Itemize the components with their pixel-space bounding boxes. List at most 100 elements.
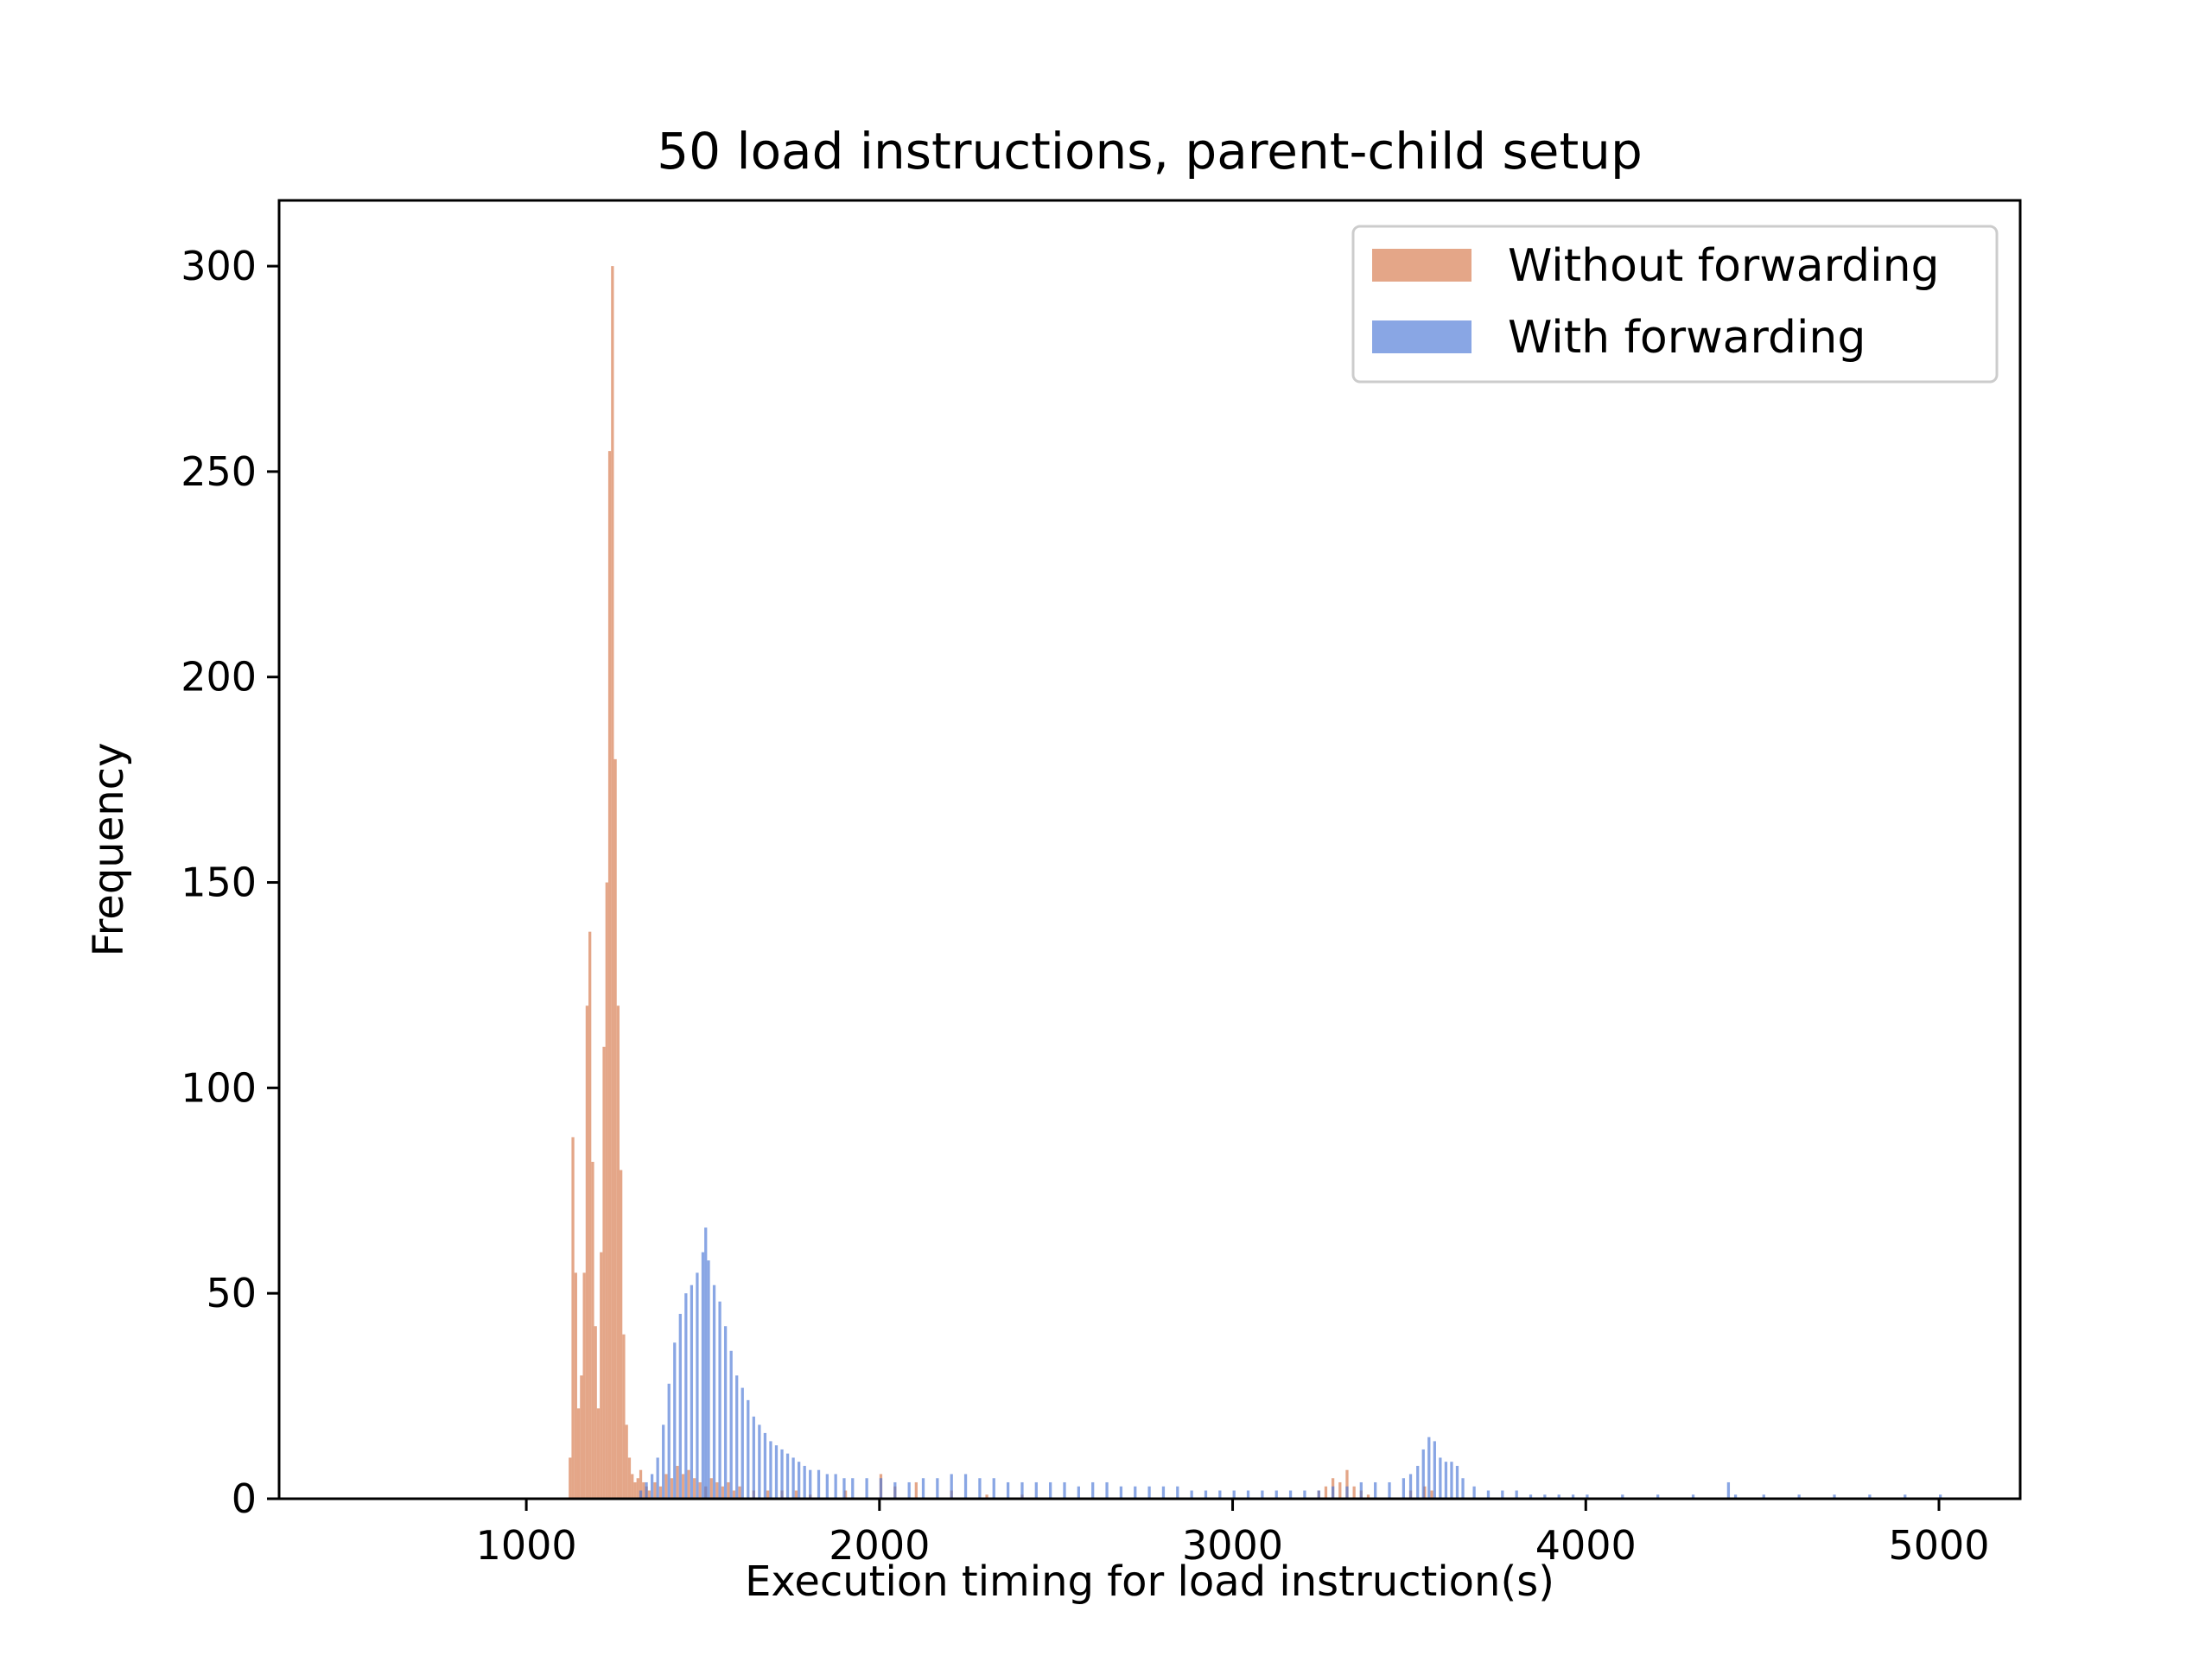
histogram-bar	[1190, 1490, 1193, 1499]
histogram-bar	[1444, 1462, 1448, 1499]
histogram-bar	[1006, 1481, 1010, 1499]
histogram-bar	[1105, 1481, 1109, 1499]
histogram-bar	[785, 1453, 790, 1499]
histogram-bar	[1455, 1465, 1459, 1499]
histogram-bar	[715, 1481, 719, 1499]
histogram-bar	[1176, 1486, 1179, 1499]
x-tick-label: 5000	[1888, 1522, 1989, 1569]
histogram-bar	[1303, 1490, 1306, 1499]
histogram-bar	[936, 1478, 939, 1499]
histogram-bar	[763, 1432, 767, 1499]
histogram-bar	[653, 1481, 657, 1499]
histogram-bar	[1119, 1486, 1123, 1499]
histogram-bar	[921, 1478, 925, 1499]
histogram-bar	[721, 1486, 724, 1499]
histogram-bar	[639, 1469, 643, 1499]
legend-swatch-with-forwarding	[1372, 320, 1471, 353]
histogram-bar	[747, 1399, 750, 1499]
series-without-forwarding	[569, 266, 1433, 1500]
histogram-bar	[1034, 1481, 1038, 1499]
histogram-bar	[1402, 1478, 1406, 1499]
legend: Without forwarding With forwarding	[1351, 225, 1999, 384]
histogram-bar	[676, 1465, 679, 1499]
histogram-bar	[1486, 1490, 1491, 1499]
plot-frame	[277, 199, 2022, 1500]
histogram-bar	[1218, 1490, 1222, 1499]
histogram-bar	[758, 1424, 761, 1499]
histogram-bar	[1557, 1494, 1560, 1499]
histogram-bar	[1366, 1494, 1370, 1499]
histogram-bar	[1427, 1437, 1431, 1499]
histogram-bar	[735, 1375, 739, 1499]
y-tick-label: 0	[232, 1475, 257, 1522]
histogram-bar	[696, 1272, 699, 1499]
histogram-bar	[576, 1408, 581, 1499]
histogram-bar	[1345, 1486, 1349, 1499]
histogram-bar	[678, 1313, 682, 1499]
histogram-bar	[690, 1285, 694, 1499]
histogram-bar	[1868, 1494, 1872, 1499]
legend-label-without-forwarding: Without forwarding	[1508, 240, 1940, 292]
histogram-bar	[1833, 1494, 1836, 1499]
histogram-bar	[667, 1383, 671, 1499]
histogram-bar	[605, 882, 608, 1499]
histogram-bar	[709, 1478, 713, 1499]
histogram-bar	[684, 1293, 688, 1499]
histogram-bar	[650, 1474, 654, 1499]
y-tick-label: 100	[181, 1064, 257, 1111]
histogram-bar	[600, 1252, 603, 1499]
histogram-bar	[627, 1457, 632, 1499]
histogram-bar	[893, 1481, 897, 1499]
histogram-bar	[1416, 1465, 1420, 1499]
histogram-bar	[1439, 1457, 1442, 1499]
histogram-bar	[639, 1490, 643, 1499]
histogram-bar	[591, 1161, 594, 1499]
histogram-bar	[723, 1326, 728, 1499]
histogram-bar	[1543, 1494, 1547, 1499]
x-tick-label: 2000	[829, 1522, 930, 1569]
histogram-bar	[1161, 1486, 1166, 1499]
histogram-bar	[978, 1478, 982, 1499]
histogram-bar	[662, 1424, 665, 1499]
histogram-bar	[1359, 1481, 1363, 1499]
histogram-bar	[842, 1478, 846, 1499]
histogram-bar	[803, 1465, 806, 1499]
histogram-bar	[645, 1481, 648, 1499]
x-tick-label: 3000	[1182, 1522, 1283, 1569]
histogram-bar	[1423, 1486, 1427, 1499]
histogram-bar	[571, 1137, 575, 1499]
plot-area	[569, 266, 1942, 1500]
histogram-bar	[1904, 1494, 1907, 1499]
histogram-bar	[780, 1449, 784, 1499]
histogram-bar	[843, 1490, 848, 1499]
histogram-bar	[1408, 1474, 1413, 1499]
histogram-bar	[1621, 1494, 1624, 1499]
histogram-bar	[1147, 1486, 1151, 1499]
histogram-bar	[631, 1474, 634, 1499]
histogram-bar	[1324, 1486, 1328, 1499]
histogram-bar	[574, 1272, 577, 1499]
histogram-bar	[798, 1462, 801, 1499]
histogram-bar	[1246, 1490, 1250, 1499]
histogram-bar	[1529, 1494, 1533, 1499]
histogram-bar	[817, 1469, 821, 1499]
histogram-bar	[1461, 1478, 1465, 1499]
histogram-bar	[1656, 1494, 1660, 1499]
histogram-bar	[752, 1416, 755, 1499]
histogram-bar	[588, 931, 592, 1499]
histogram-bar	[1288, 1490, 1293, 1499]
histogram-bar	[766, 1490, 770, 1499]
histogram-bar	[1338, 1481, 1342, 1499]
y-tick-label: 200	[181, 654, 257, 701]
histogram-bar	[1020, 1481, 1024, 1499]
histogram-bar	[580, 1375, 583, 1499]
histogram-bar	[1063, 1481, 1066, 1499]
histogram-bar	[825, 1474, 829, 1499]
histogram-bar	[741, 1387, 744, 1499]
histogram-bar	[1571, 1494, 1575, 1499]
histogram-bar	[647, 1490, 651, 1499]
histogram-bar	[1274, 1490, 1278, 1499]
x-tick-label: 1000	[476, 1522, 577, 1569]
histogram-bar	[625, 1424, 628, 1499]
